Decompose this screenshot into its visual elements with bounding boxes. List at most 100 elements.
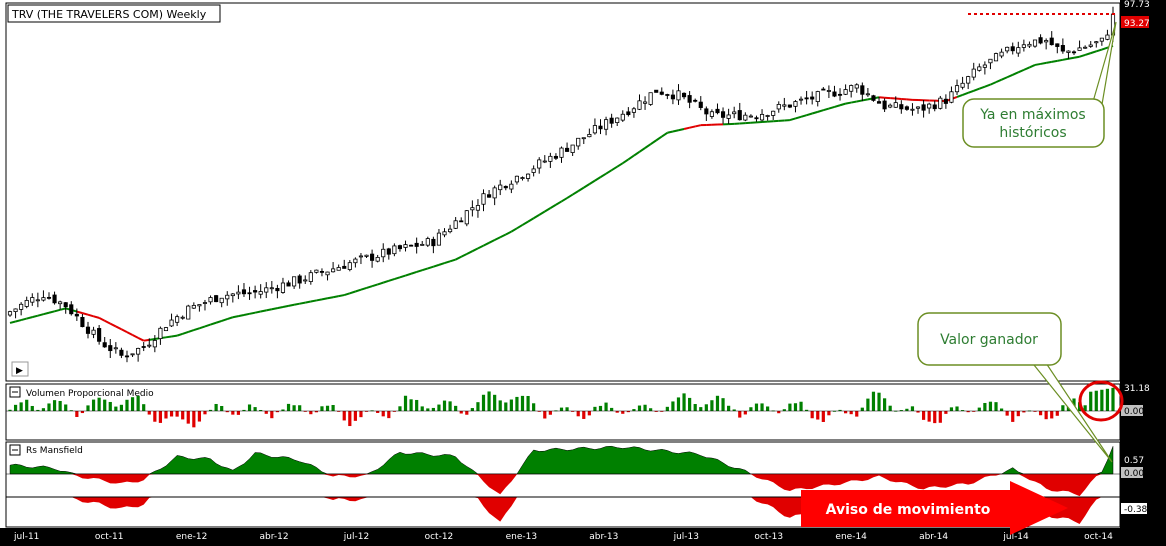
moving-average-segment [834, 104, 841, 108]
moving-average-segment [171, 334, 178, 338]
moving-average-segment [588, 179, 596, 185]
volume-bar [604, 402, 608, 411]
candle-body [581, 137, 586, 140]
candle-body [1016, 47, 1021, 54]
candle-body [241, 289, 247, 295]
volume-bar [342, 411, 346, 421]
volume-zero-label-bg [1121, 405, 1143, 416]
moving-average-segment [338, 294, 345, 298]
moving-average-segment [343, 292, 351, 297]
candle-body [915, 106, 921, 109]
x-tick-label: oct-13 [754, 532, 783, 542]
volume-bar [359, 411, 363, 418]
volume-bar [286, 403, 291, 411]
volume-bar [481, 394, 486, 411]
candle-body [815, 91, 820, 102]
candle-body [576, 137, 581, 147]
moving-average-segment [1017, 68, 1025, 74]
volume-bar [41, 408, 46, 411]
volume-bar [415, 399, 419, 411]
candle-body [208, 297, 213, 303]
volume-bar [743, 411, 747, 415]
moving-average-segment [37, 313, 44, 317]
candle-body [570, 144, 575, 153]
candle-body [370, 253, 375, 261]
candle-body [993, 53, 999, 62]
volume-bar [509, 399, 513, 411]
moving-average-segment [1057, 58, 1064, 62]
candle-body [102, 342, 107, 348]
moving-average-segment [416, 269, 423, 273]
volume-bar [699, 407, 703, 411]
volume-bar [977, 407, 981, 411]
candle-body [492, 187, 497, 199]
volume-bar [253, 407, 257, 411]
moving-average-segment [650, 139, 657, 146]
candle-body [63, 302, 68, 308]
volume-bar [805, 409, 809, 411]
volume-bar [671, 401, 675, 411]
candle-body [225, 294, 230, 300]
volume-bar [220, 405, 224, 411]
volume-bar [960, 410, 965, 411]
volume-bar [715, 395, 720, 411]
candle-body [1071, 51, 1077, 54]
volume-bars-layer [6, 387, 1120, 428]
candle-body [509, 183, 514, 190]
moving-average-segment [316, 298, 323, 302]
moving-average-segment [990, 81, 997, 86]
moving-average-segment [115, 325, 122, 331]
moving-average-segment [655, 135, 663, 142]
candle-body [1038, 37, 1043, 44]
moving-average-segment [672, 129, 679, 133]
volume-bar [192, 411, 196, 428]
volume-bar [615, 411, 619, 413]
candle-body [1094, 41, 1099, 44]
volume-bar [259, 409, 263, 411]
rs-negative-area [10, 474, 1113, 497]
candle-body [1032, 39, 1038, 47]
volume-bar [91, 399, 96, 411]
candle-body [420, 243, 425, 246]
candle-body [319, 271, 325, 273]
candle-body [297, 275, 302, 284]
volume-bar [649, 408, 653, 411]
volume-bar [487, 391, 491, 411]
volume-bar [827, 411, 831, 416]
moving-average-segment [221, 318, 228, 322]
moving-average-segment [98, 316, 106, 322]
play-icon[interactable]: ▶ [16, 366, 23, 376]
candle-body [431, 238, 436, 247]
candle-body [966, 76, 971, 84]
volume-bar [153, 411, 157, 422]
moving-average-segment [627, 154, 635, 161]
moving-average-segment [1062, 57, 1069, 61]
volume-bar [398, 406, 402, 411]
moving-average-segment [622, 158, 629, 165]
volume-bar [883, 398, 887, 411]
candle-body [793, 101, 798, 107]
candle-body [910, 108, 915, 111]
play-button[interactable] [11, 361, 29, 377]
max-callout-box [962, 98, 1105, 148]
candle-body [253, 290, 258, 293]
moving-average-segment [277, 305, 284, 310]
volume-bar [844, 411, 848, 414]
volume-bar [186, 411, 190, 424]
rs-zero-label-bg [1121, 467, 1143, 478]
moving-average-segment [360, 287, 367, 291]
moving-average-segment [76, 310, 83, 315]
moving-average-segment [678, 128, 685, 132]
candle-body [637, 100, 642, 110]
candle-body [381, 248, 386, 258]
moving-average-segment [32, 314, 39, 319]
candle-body [954, 85, 960, 93]
candle-body [1010, 46, 1015, 52]
volume-bar [515, 396, 519, 411]
moving-average-segment [271, 307, 278, 311]
volume-bar [364, 411, 369, 412]
moving-average-segment [438, 262, 445, 266]
candle-body [392, 245, 397, 255]
volume-bar [899, 410, 903, 411]
moving-average-segment [471, 247, 479, 253]
